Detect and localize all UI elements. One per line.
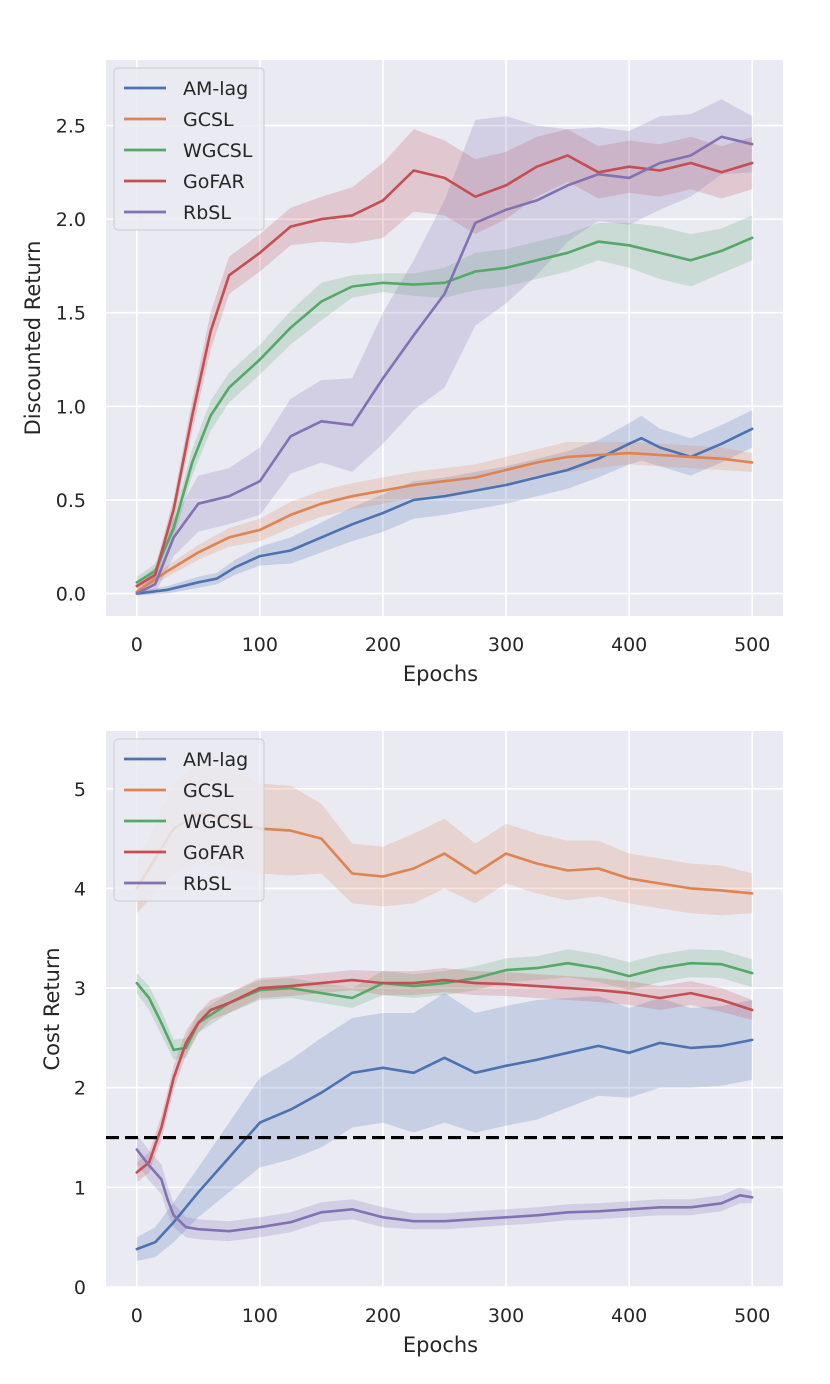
discounted-return-chart: 0 100 200 300 400 500 0.0 0.5 1.0 1.5 2.0 2.5 Epochs… <box>21 60 783 686</box>
line-gcsl <box>135 451 754 594</box>
y-tick-label: 3 <box>74 978 86 1000</box>
band-rbsl <box>136 1134 753 1242</box>
x-tick-label: 100 <box>242 1305 278 1327</box>
line-wgcsl <box>135 236 754 584</box>
x-tick-label: 200 <box>365 634 401 656</box>
band-wgcsl <box>136 949 753 1060</box>
x-tick-label: 500 <box>734 1305 770 1327</box>
y-tick-label: 1.0 <box>56 396 86 418</box>
x-tick-label: 100 <box>242 634 278 656</box>
line-rbsl <box>135 1148 754 1233</box>
y-tick-label: 4 <box>74 878 86 900</box>
legend-label-gcsl: GCSL <box>183 109 234 131</box>
line-gofar <box>135 154 754 588</box>
cost-return-chart: 0 100 200 300 400 500 0 1 2 3 4 5 Epochs Cost Return A… <box>40 731 783 1357</box>
y-tick-label: 1.5 <box>56 303 86 325</box>
band-gofar <box>136 968 753 1183</box>
x-tick-label: 0 <box>131 634 143 656</box>
y-axis-label: Cost Return <box>40 947 64 1070</box>
y-tick-label: 2.5 <box>56 116 86 138</box>
legend-box <box>113 67 265 231</box>
y-tick-label: 2 <box>74 1078 86 1100</box>
x-tick-label: 200 <box>365 1305 401 1327</box>
legend-box <box>113 738 265 902</box>
y-tick-label: 0.0 <box>56 584 86 606</box>
data-layer <box>135 99 754 596</box>
legend-label-wgcsl: WGCSL <box>183 140 253 162</box>
x-tick-label: 0 <box>131 1305 143 1327</box>
legend: AM-lag GCSL WGCSL GoFAR RbSL <box>113 67 265 231</box>
x-tick-label: 400 <box>611 634 647 656</box>
band-rbsl <box>136 99 753 596</box>
line-am-lag <box>135 1038 754 1251</box>
y-tick-label: 5 <box>74 779 86 801</box>
line-am-lag <box>135 427 754 595</box>
legend-label-gcsl: GCSL <box>183 780 234 802</box>
x-tick-label: 300 <box>488 1305 524 1327</box>
y-tick-label: 0 <box>74 1277 86 1299</box>
band-gcsl <box>136 763 753 916</box>
band-wgcsl <box>136 215 753 588</box>
legend-label-rbsl: RbSL <box>183 202 231 224</box>
y-axis-label: Discounted Return <box>21 241 45 436</box>
legend-label-am-lag: AM-lag <box>183 749 248 771</box>
x-tick-label: 400 <box>611 1305 647 1327</box>
x-tick-label: 500 <box>734 634 770 656</box>
x-axis-label: Epochs <box>403 662 478 686</box>
y-tick-label: 0.5 <box>56 490 86 512</box>
x-tick-label: 300 <box>488 634 524 656</box>
legend-label-am-lag: AM-lag <box>183 78 248 100</box>
line-gofar <box>135 978 754 1174</box>
band-gofar <box>136 129 753 590</box>
line-rbsl <box>135 135 754 595</box>
legend-label-rbsl: RbSL <box>183 873 231 895</box>
legend: AM-lag GCSL WGCSL GoFAR RbSL <box>113 738 265 902</box>
y-tick-label: 1 <box>74 1177 86 1199</box>
band-am-lag <box>136 993 753 1262</box>
x-axis-label: Epochs <box>403 1333 478 1357</box>
legend-label-wgcsl: WGCSL <box>183 811 253 833</box>
y-tick-label: 2.0 <box>56 209 86 231</box>
legend-label-gofar: GoFAR <box>183 842 245 864</box>
legend-label-gofar: GoFAR <box>183 171 245 193</box>
